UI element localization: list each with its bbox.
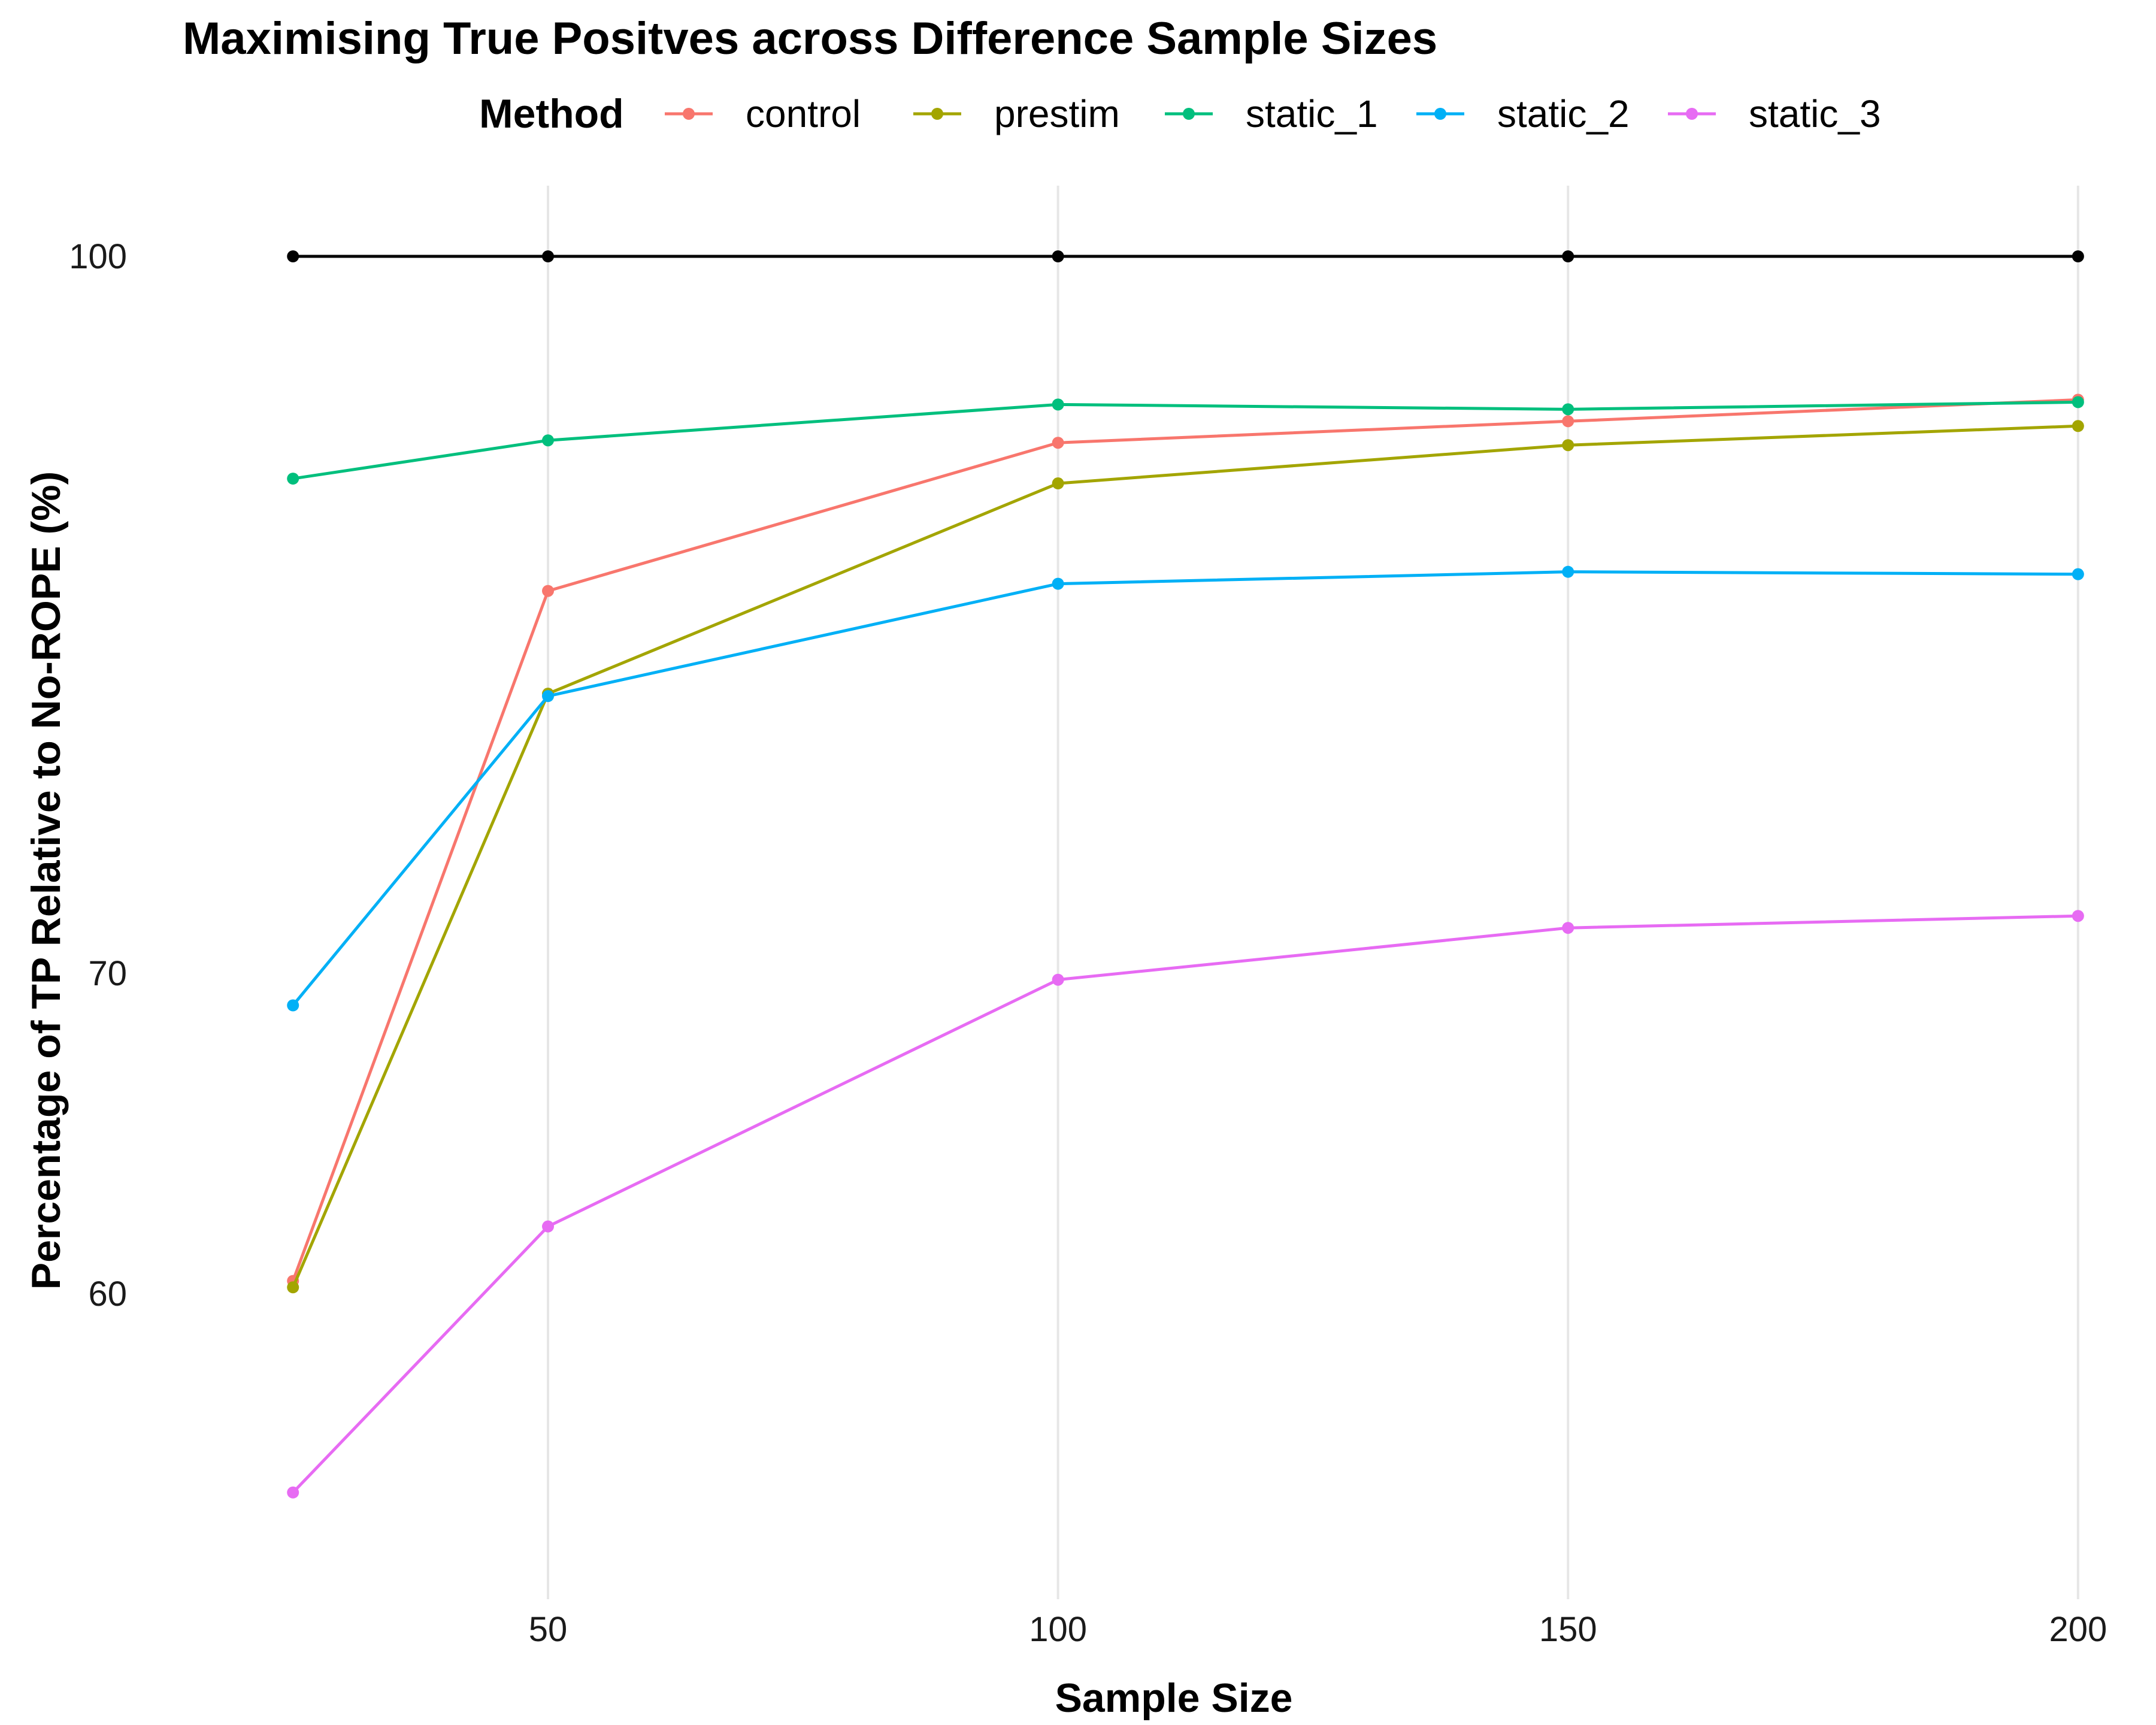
y-tick-label-100: 100 xyxy=(69,237,127,276)
series-static_2-point-200 xyxy=(2072,568,2084,580)
x-tick-label-150: 150 xyxy=(1539,1610,1597,1649)
x-tick-label-100: 100 xyxy=(1029,1610,1087,1649)
reference-line-group xyxy=(287,250,2084,262)
series-prestim-point-200 xyxy=(2072,420,2084,432)
y-tick-label-70: 70 xyxy=(88,954,127,993)
legend-label-static_1: static_1 xyxy=(1246,92,1378,135)
series-static_1-point-100 xyxy=(1052,398,1064,411)
series-control-line xyxy=(291,398,2078,1282)
reference-point-100 xyxy=(1052,250,1064,262)
reference-point-25 xyxy=(287,250,299,262)
y-tick-label-60: 60 xyxy=(88,1275,127,1314)
series-static_1-point-50 xyxy=(542,434,555,447)
series-static_3-point-200 xyxy=(2072,910,2084,922)
series-static_1-point-150 xyxy=(1562,403,1574,416)
legend-label-static_3: static_3 xyxy=(1749,92,1881,135)
series-static_2-point-50 xyxy=(542,690,555,703)
legend-key-point-static_1 xyxy=(1183,108,1195,120)
x-axis-ticks: 50 100 150 200 xyxy=(529,1610,2107,1649)
series-static_2-point-100 xyxy=(1052,577,1064,590)
gridlines xyxy=(547,186,2079,1599)
series-prestim-point-100 xyxy=(1052,477,1064,490)
legend-key-point-static_3 xyxy=(1686,108,1698,120)
x-axis-title: Sample Size xyxy=(1055,1675,1293,1721)
legend-title: Method xyxy=(479,91,624,137)
legend-items: control prestim static_1 static_2 static_3 xyxy=(665,92,1881,135)
legend-label-prestim: prestim xyxy=(994,92,1120,135)
series-static_3-point-25 xyxy=(287,1486,299,1499)
legend-key-point-control xyxy=(683,108,695,120)
legend-label-static_2: static_2 xyxy=(1497,92,1630,135)
reference-point-150 xyxy=(1562,250,1574,262)
legend: Method control prestim static_1 static_2 sta… xyxy=(479,91,1881,137)
x-tick-label-200: 200 xyxy=(2049,1610,2107,1649)
legend-label-control: control xyxy=(746,92,861,135)
x-tick-label-50: 50 xyxy=(529,1610,568,1649)
series-control-point-150 xyxy=(1562,415,1574,428)
series-static_3-point-100 xyxy=(1052,973,1064,986)
series-prestim-point-25 xyxy=(287,1281,299,1294)
series-static_1-point-25 xyxy=(287,473,299,485)
legend-item-control: control xyxy=(665,92,861,135)
series-control-point-50 xyxy=(542,585,555,597)
reference-point-200 xyxy=(2072,250,2084,262)
chart-title: Maximising True Positves across Differen… xyxy=(183,13,1437,64)
series-static_2-point-150 xyxy=(1562,565,1574,578)
series-group xyxy=(287,394,2084,1499)
series-static_1-line xyxy=(292,400,2078,480)
y-axis-ticks: 60 70 100 xyxy=(69,237,127,1314)
legend-item-static_2: static_2 xyxy=(1416,92,1630,135)
legend-item-static_3: static_3 xyxy=(1668,92,1881,135)
series-static_3-point-150 xyxy=(1562,922,1574,934)
series-static_2-line xyxy=(292,570,2078,1007)
series-control-point-100 xyxy=(1052,437,1064,449)
reference-point-50 xyxy=(542,250,555,262)
series-static_3-point-50 xyxy=(542,1220,555,1233)
legend-item-static_1: static_1 xyxy=(1165,92,1378,135)
series-static_2-point-25 xyxy=(287,999,299,1012)
series-prestim-line xyxy=(291,424,2078,1288)
y-axis-title: Percentage of TP Relative to No-ROPE (%) xyxy=(23,471,69,1290)
series-static_3-line xyxy=(292,914,2078,1494)
series-static_1-point-200 xyxy=(2072,396,2084,408)
series-prestim-point-150 xyxy=(1562,439,1574,452)
legend-key-point-static_2 xyxy=(1434,108,1446,120)
legend-item-prestim: prestim xyxy=(913,92,1120,135)
legend-key-point-prestim xyxy=(931,108,943,120)
